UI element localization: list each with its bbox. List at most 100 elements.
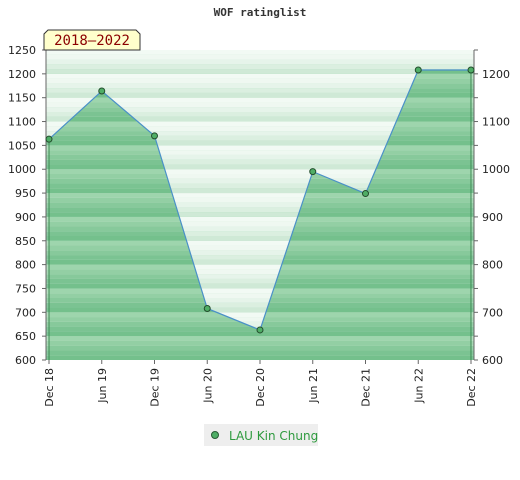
light-band: [46, 116, 474, 122]
rating-area: [49, 70, 471, 361]
data-point: [309, 168, 317, 176]
light-band: [46, 245, 474, 251]
left-tick-label: 900: [15, 211, 36, 224]
left-tick-label: 1000: [8, 163, 36, 176]
x-tick-label: Dec 19: [149, 368, 162, 407]
light-band: [46, 145, 474, 151]
light-band: [46, 207, 474, 213]
data-point: [256, 326, 264, 334]
data-point: [414, 66, 422, 74]
light-band: [46, 54, 474, 60]
light-band: [46, 240, 474, 246]
light-band: [46, 174, 474, 179]
data-point: [467, 66, 475, 74]
light-band: [46, 50, 474, 55]
band: [46, 340, 474, 346]
light-band: [46, 159, 474, 165]
left-tick-label: 750: [15, 282, 36, 295]
x-tick-label: Dec 18: [43, 368, 56, 407]
light-band: [46, 231, 474, 236]
right-tick-label: 600: [482, 354, 503, 367]
band: [46, 345, 474, 351]
light-band: [46, 259, 474, 265]
light-band: [46, 302, 474, 308]
light-band: [46, 250, 474, 256]
light-band: [46, 112, 474, 117]
light-band: [46, 317, 474, 322]
band: [46, 355, 474, 360]
light-band: [46, 64, 474, 70]
light-band: [46, 274, 474, 279]
light-band: [46, 188, 474, 194]
left-axis-ticks: 600 650 700 750 800 850 900 950 1000 1050 1100 1150…: [8, 44, 46, 367]
light-band: [46, 183, 474, 189]
light-band: [46, 121, 474, 127]
left-tick-label: 950: [15, 187, 36, 200]
light-band: [46, 288, 474, 294]
period-badge-box: [43, 29, 141, 51]
light-band: [46, 164, 474, 170]
light-band: [46, 269, 474, 275]
legend[interactable]: LAU Kin Chung: [204, 424, 318, 446]
legend-label: LAU Kin Chung: [229, 429, 318, 443]
x-tick-label: Jun 19: [96, 368, 109, 404]
light-band: [46, 278, 474, 284]
light-band: [46, 221, 474, 227]
data-markers: [45, 66, 475, 360]
light-band: [46, 92, 474, 98]
light-band: [46, 202, 474, 208]
light-band: [46, 212, 474, 217]
left-tick-label: 800: [15, 259, 36, 272]
right-tick-label: 1100: [482, 116, 510, 129]
light-band: [46, 73, 474, 79]
light-band: [46, 216, 474, 222]
right-tick-label: 1000: [482, 163, 510, 176]
right-tick-label: 1200: [482, 68, 510, 81]
period-badge: 2018–2022: [43, 29, 141, 51]
light-band: [46, 236, 474, 241]
light-band: [46, 140, 474, 146]
left-tick-label: 1100: [8, 116, 36, 129]
light-band: [46, 312, 474, 318]
light-band: [46, 283, 474, 289]
light-band: [46, 197, 474, 203]
light-band: [46, 97, 474, 103]
light-band: [46, 78, 474, 84]
left-tick-label: 650: [15, 330, 36, 343]
light-band: [46, 169, 474, 174]
light-band: [46, 193, 474, 198]
x-tick-label: Dec 22: [465, 368, 478, 407]
light-band: [46, 178, 474, 184]
light-band: [46, 307, 474, 313]
period-badge-label: 2018–2022: [54, 33, 130, 49]
left-tick-label: 1250: [8, 44, 36, 57]
light-band: [46, 135, 474, 141]
x-tick-label: Jun 20: [201, 368, 214, 404]
light-band: [46, 83, 474, 89]
light-band: [46, 154, 474, 160]
left-tick-label: 850: [15, 235, 36, 248]
light-band: [46, 321, 474, 327]
light-band: [46, 293, 474, 298]
light-band: [46, 102, 474, 108]
light-band: [46, 69, 474, 74]
left-tick-label: 1150: [8, 92, 36, 105]
chart-title: WOF ratinglist: [214, 6, 307, 19]
data-point: [151, 132, 158, 140]
right-tick-label: 700: [482, 306, 503, 319]
light-band: [46, 226, 474, 232]
left-tick-label: 1050: [8, 139, 36, 152]
data-point: [45, 135, 53, 143]
legend-box: [204, 424, 318, 446]
data-point: [98, 87, 106, 95]
light-band: [46, 264, 474, 270]
left-tick-label: 700: [15, 306, 36, 319]
band: [46, 336, 474, 341]
x-axis-ticks: Dec 18 Jun 19 Dec 19 Jun 20 Dec 20 Jun 21 Dec …: [43, 360, 478, 407]
light-band: [46, 255, 474, 260]
background-bands: [46, 50, 474, 360]
right-tick-label: 900: [482, 211, 503, 224]
data-point: [362, 190, 369, 198]
light-band: [46, 150, 474, 155]
